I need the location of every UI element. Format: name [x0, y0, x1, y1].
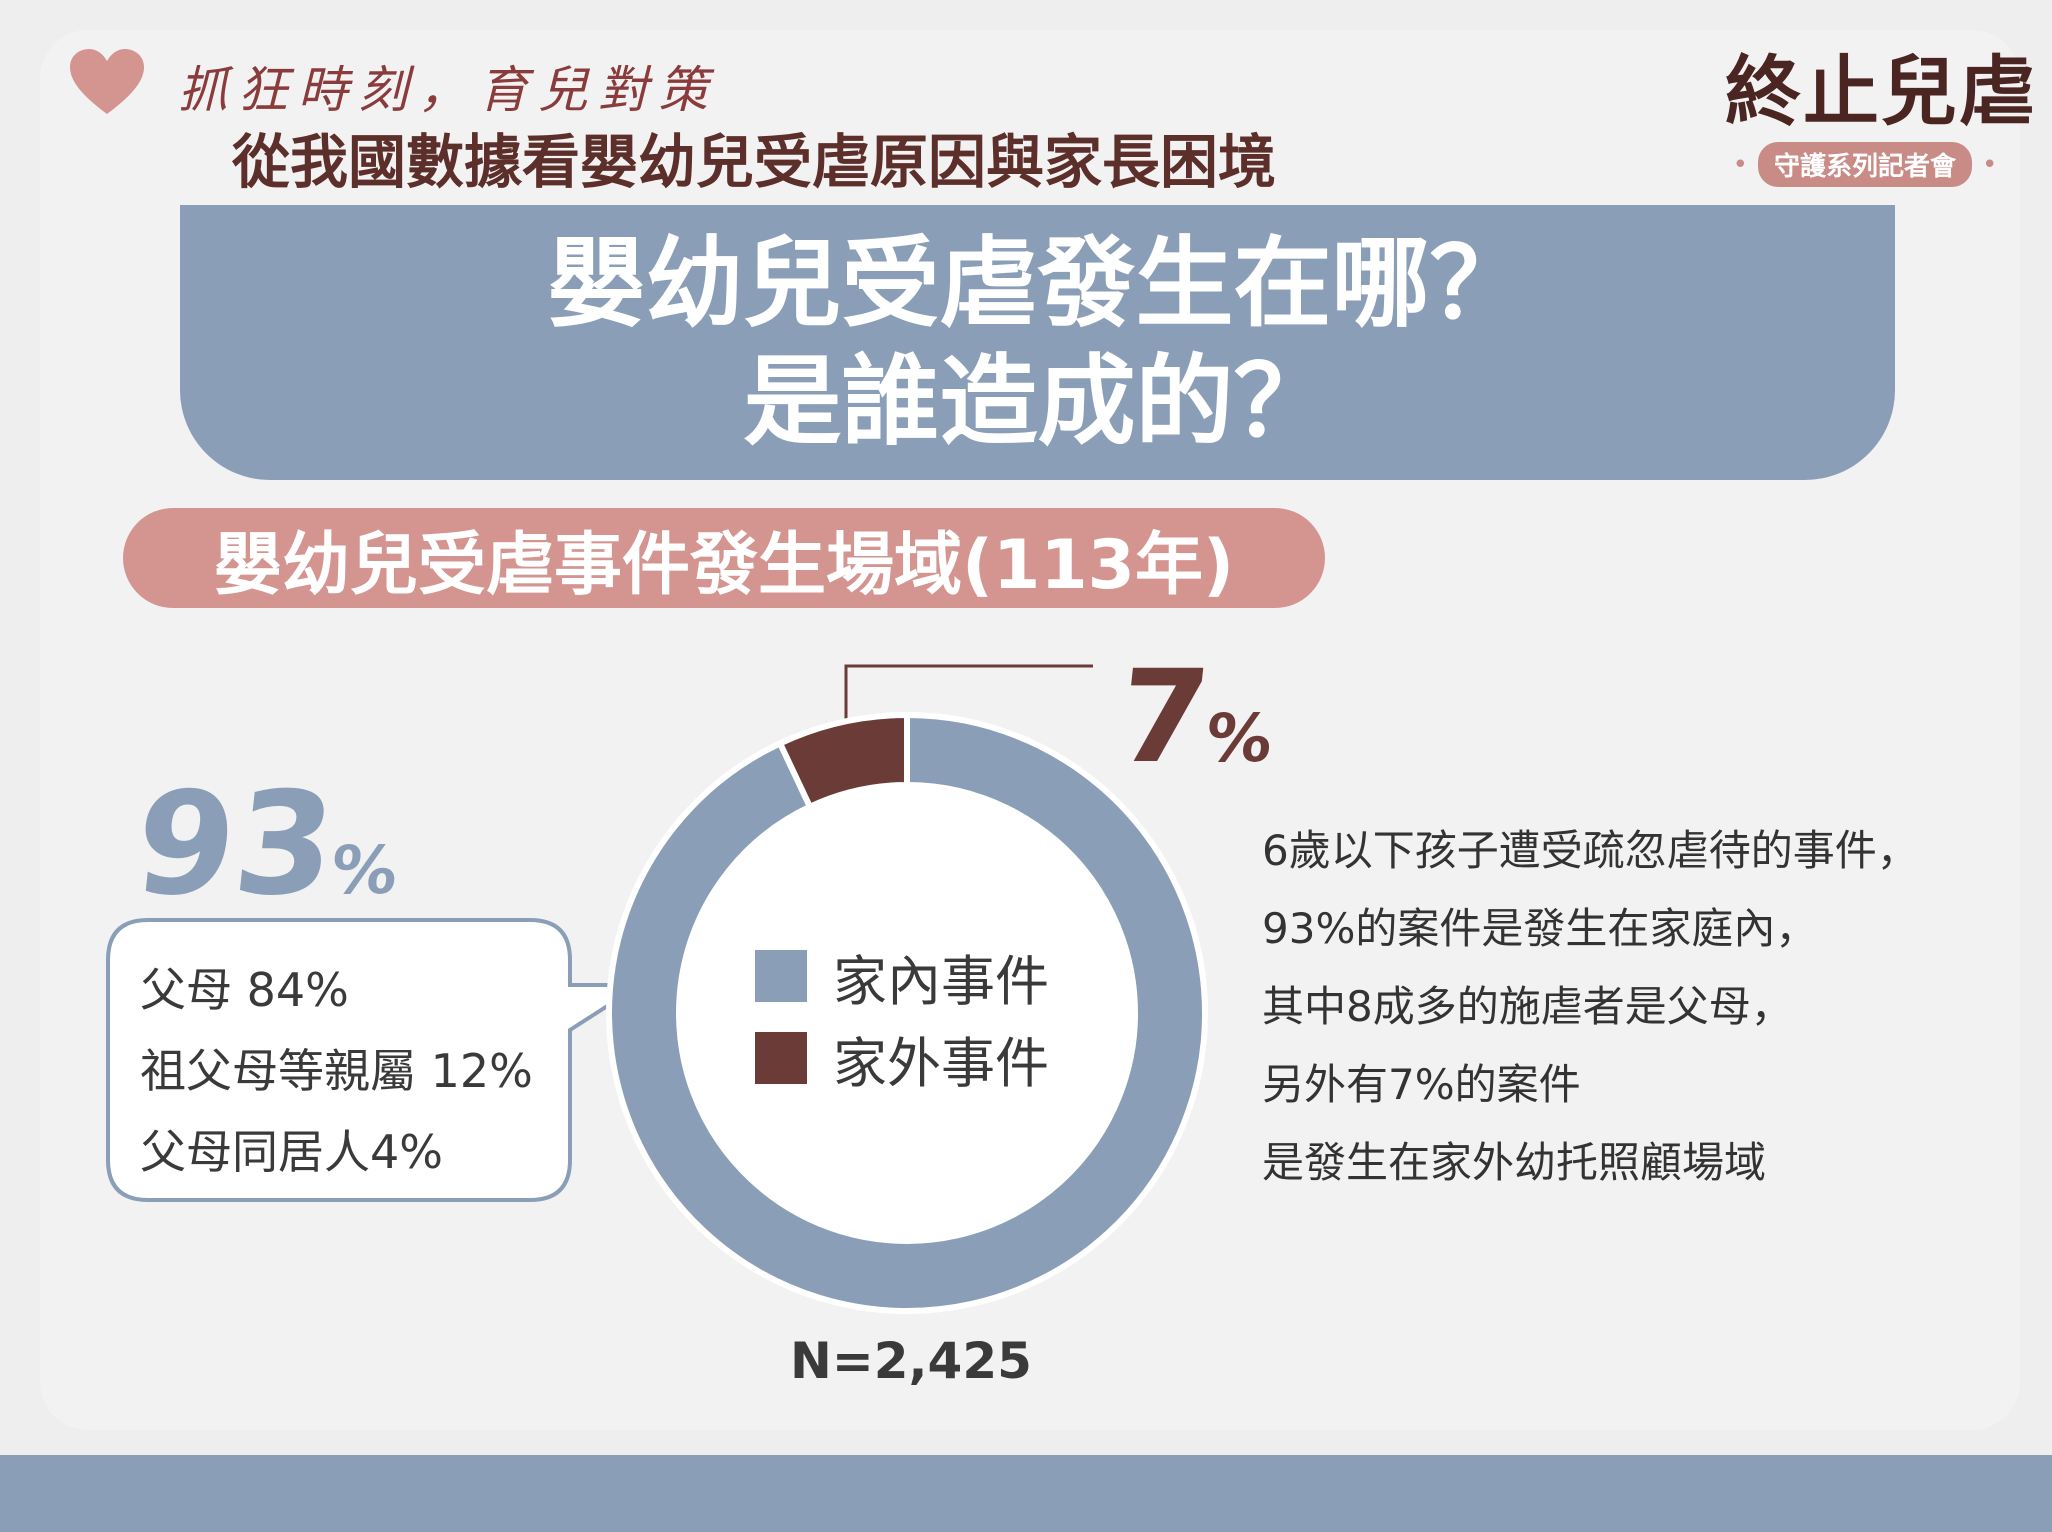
outside-percent-value: 7 [1111, 643, 1217, 792]
logo: 終止兒虐 • 守護系列記者會 • [1725, 47, 2037, 187]
legend-label-home: 家內事件 [833, 949, 1049, 1013]
logo-dot-icon: • [1732, 149, 1748, 180]
description-line: 是發生在家外幼托照顧場域 [1262, 1138, 1767, 1187]
donut-slice-home [606, 711, 1208, 1314]
description-line: 6歲以下孩子遭受疏忽虐待的事件， [1262, 826, 1919, 875]
logo-subtitle-row: • 守護系列記者會 • [1725, 142, 2005, 187]
legend-item-home: 家內事件 [755, 935, 1049, 1017]
heart-icon [70, 49, 144, 114]
home-percent-callout: 93% [126, 762, 408, 946]
description-line: 其中8成多的施虐者是父母， [1262, 982, 1793, 1031]
title-banner: 嬰幼兒受虐發生在哪？ 是誰造成的？ [180, 205, 1895, 480]
sample-size-label: N=2,425 [790, 1332, 1032, 1390]
perpetrator-list: 父母 84% 祖父母等親屬 12% 父母同居人4% [140, 950, 533, 1193]
perpetrator-item: 父母同居人4% [140, 1125, 443, 1179]
banner-title-line1: 嬰幼兒受虐發生在哪？ [547, 226, 1528, 341]
outside-percent-sign: % [1201, 700, 1277, 777]
donut-hole [682, 788, 1132, 1238]
chart-legend: 家內事件 家外事件 [755, 935, 1049, 1099]
section-title: 嬰幼兒受虐事件發生場域(113年) [123, 508, 1325, 608]
legend-swatch-home [755, 950, 807, 1002]
speech-bubble [106, 918, 647, 1202]
tagline: 抓狂時刻，育兒對策 [178, 61, 718, 119]
donut-chart [606, 711, 1208, 1314]
home-percent-value: 93 [127, 762, 343, 927]
description-line: 另外有7%的案件 [1262, 1060, 1581, 1109]
logo-subtitle: 守護系列記者會 [1757, 142, 1972, 187]
home-percent-sign: % [327, 832, 402, 909]
legend-item-outside: 家外事件 [755, 1017, 1049, 1099]
outside-percent-callout: 7% [1110, 643, 1282, 809]
banner-title-line2: 是誰造成的？ [743, 344, 1332, 459]
perpetrator-item: 祖父母等親屬 12% [140, 1044, 533, 1098]
page-subtitle: 從我國數據看嬰幼兒受虐原因與家長困境 [232, 128, 1277, 196]
callout-leader-line [844, 664, 1093, 732]
donut-slice-outside [776, 711, 910, 811]
logo-dot-icon: • [1982, 149, 1998, 180]
logo-title: 終止兒虐 [1725, 47, 2037, 136]
description-text: 6歲以下孩子遭受疏忽虐待的事件， 93%的案件是發生在家庭內， 其中8成多的施虐… [1262, 812, 1919, 1202]
description-line: 93%的案件是發生在家庭內， [1262, 904, 1818, 953]
legend-swatch-outside [755, 1032, 807, 1084]
footer-band [0, 1455, 2052, 1532]
legend-label-outside: 家外事件 [833, 1031, 1049, 1095]
perpetrator-item: 父母 84% [140, 963, 349, 1017]
